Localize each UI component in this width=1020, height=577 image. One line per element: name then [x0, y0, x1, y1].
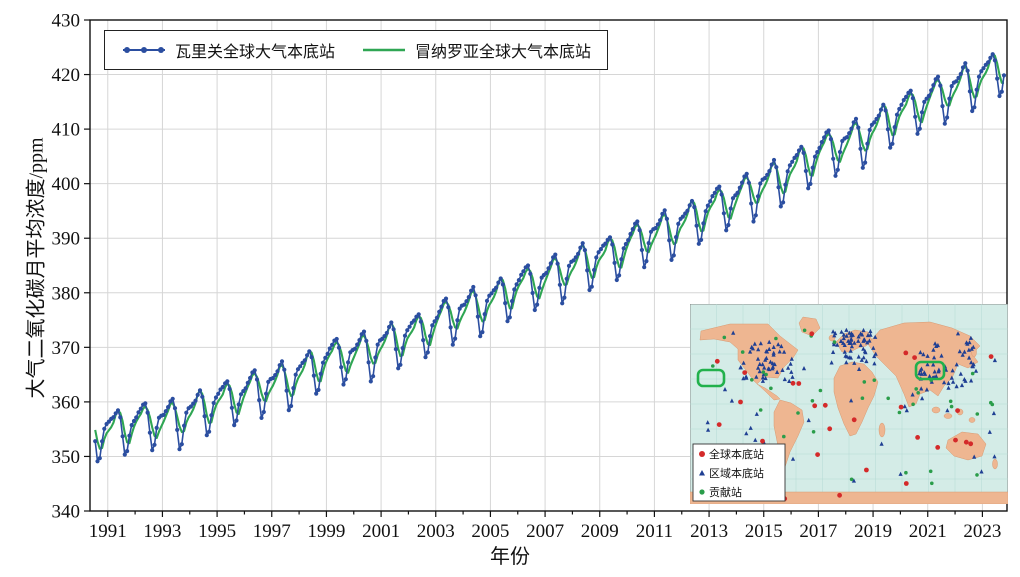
x-tick-label: 2013: [690, 521, 728, 542]
legend-item-waliguan: 瓦里关全球大气本底站: [121, 38, 335, 62]
global-station-marker-icon: [699, 451, 705, 457]
y-tick-label: 360: [52, 392, 81, 413]
chart-legend: 瓦里关全球大气本底站 冒纳罗亚全球大气本底站: [104, 30, 609, 70]
map-legend-label-contributing: 贡献站: [709, 485, 742, 499]
x-tick-label: 1997: [253, 521, 291, 542]
waliguan-line-sample: [123, 47, 165, 53]
legend-label-maunaloa: 冒纳罗亚全球大气本底站: [415, 44, 592, 61]
legend-item-maunaloa: 冒纳罗亚全球大气本底站: [361, 38, 591, 62]
x-tick-label: 2011: [636, 521, 673, 542]
waliguan-point-markers: [93, 52, 1007, 464]
data-series: [93, 52, 1007, 464]
y-tick-label: 430: [52, 11, 81, 32]
y-tick-label: 410: [52, 120, 81, 141]
map-legend-label-global: 全球本底站: [709, 447, 764, 461]
series-waliguan-line: [94, 53, 1005, 463]
regional-station-marker-icon: [699, 470, 705, 476]
x-axis-label: 年份: [490, 546, 530, 568]
x-tick-label: 1993: [143, 521, 181, 542]
x-tick-label: 2019: [854, 521, 892, 542]
y-tick-label: 390: [52, 229, 81, 250]
station-highlight-boxes: [696, 360, 946, 388]
y-tick-label: 400: [52, 174, 81, 195]
y-tick-label: 370: [52, 338, 81, 359]
map-legend-label-regional: 区域本底站: [709, 466, 764, 480]
x-tick-label: 2009: [581, 521, 619, 542]
x-tick-label: 1999: [307, 521, 345, 542]
x-tick-label: 2023: [963, 521, 1001, 542]
plot-border: [89, 19, 1008, 512]
contributing-station-marker-icon: [699, 489, 705, 495]
x-tick-label: 2005: [471, 521, 509, 542]
x-tick-label: 2001: [362, 521, 400, 542]
x-tick-label: 2007: [526, 521, 564, 542]
y-tick-label: 380: [52, 283, 81, 304]
x-tick-label: 2015: [745, 521, 783, 542]
y-tick-label: 340: [52, 502, 81, 523]
maunaloa-highlight-box: [696, 368, 726, 388]
legend-label-waliguan: 瓦里关全球大气本底站: [175, 44, 336, 61]
x-tick-label: 1995: [198, 521, 236, 542]
x-tick-label: 2017: [799, 521, 837, 542]
maunaloa-line-sample: [363, 48, 406, 52]
map-legend: 全球本底站 区域本底站 贡献站: [692, 443, 786, 502]
x-tick-label: 2021: [909, 521, 947, 542]
y-axis-label: 大气二氧化碳月平均浓度/ppm: [25, 137, 48, 399]
station-map-inset: 全球本底站 区域本底站 贡献站: [690, 304, 1008, 504]
station-markers: [705, 327, 997, 502]
x-tick-labels: 1991 1993 1995 1997 1999 2001 2003 2005 2007 2009…: [89, 521, 1002, 542]
axis-ticks: [84, 19, 984, 517]
y-tick-label: 420: [52, 65, 81, 86]
waliguan-highlight-box: [914, 360, 946, 381]
y-tick-labels: 340 350 360 370 380 390 400 410 420 430: [52, 11, 81, 523]
x-tick-label: 2003: [417, 521, 455, 542]
y-tick-label: 350: [52, 447, 81, 468]
x-tick-label: 1991: [89, 521, 127, 542]
